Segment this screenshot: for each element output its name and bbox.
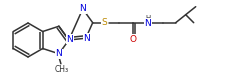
Text: CH₃: CH₃: [55, 65, 69, 74]
Text: S: S: [102, 18, 108, 27]
Text: N: N: [66, 35, 73, 44]
Text: H: H: [145, 15, 150, 21]
Text: N: N: [55, 49, 62, 58]
Text: N: N: [79, 4, 86, 13]
Text: O: O: [129, 35, 136, 44]
Text: N: N: [144, 19, 151, 28]
Text: N: N: [83, 34, 90, 43]
